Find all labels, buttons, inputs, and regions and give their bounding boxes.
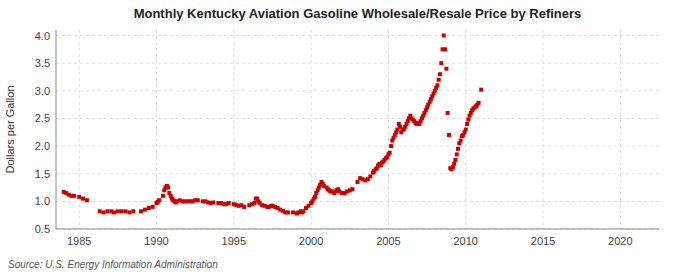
- x-grid-line: [233, 30, 234, 229]
- y-grid-line: [56, 118, 659, 119]
- x-grid-line: [156, 30, 157, 229]
- x-grid-line: [543, 30, 544, 229]
- point: [437, 78, 441, 82]
- y-grid-line: [56, 35, 659, 36]
- y-axis-line: [56, 30, 57, 229]
- point: [102, 210, 106, 214]
- x-grid-line: [311, 30, 312, 229]
- point: [161, 194, 165, 198]
- point: [447, 133, 451, 137]
- point: [477, 101, 481, 105]
- point: [350, 187, 354, 191]
- point: [72, 194, 76, 198]
- x-grid-line: [79, 30, 80, 229]
- y-tick-label: 3.5: [35, 57, 50, 69]
- point: [143, 208, 147, 212]
- point: [211, 200, 215, 204]
- y-tick-label: 1.0: [35, 195, 50, 207]
- point: [356, 180, 360, 184]
- point: [388, 151, 392, 155]
- point: [81, 197, 85, 201]
- point: [105, 209, 109, 213]
- x-tick-label: 1990: [144, 235, 168, 247]
- x-tick-label: 2010: [453, 235, 477, 247]
- axes: 0.5 1.0 1.5 2.0 2.5 3.0 3.5 4.0 1985 1990 1995 2000…: [35, 30, 659, 247]
- x-tick-label: 2000: [299, 235, 323, 247]
- point: [157, 198, 161, 202]
- y-tick-label: 3.0: [35, 85, 50, 97]
- y-grid-line: [56, 90, 659, 91]
- point: [459, 139, 463, 143]
- point: [286, 210, 290, 214]
- point: [439, 61, 443, 65]
- source-note: Source: U.S. Energy Information Administ…: [8, 259, 218, 270]
- x-axis-line: [56, 229, 659, 230]
- y-tick-label: 2.5: [35, 112, 50, 124]
- point: [147, 206, 151, 210]
- point: [442, 34, 446, 38]
- point: [139, 209, 143, 213]
- x-grid-line: [388, 30, 389, 229]
- point: [452, 162, 456, 166]
- y-tick-label: 0.5: [35, 223, 50, 235]
- point: [479, 88, 483, 92]
- y-grid-line: [56, 229, 659, 230]
- point: [464, 128, 468, 132]
- y-tick-label: 1.5: [35, 168, 50, 180]
- chart: Monthly Kentucky Aviation Gasoline Whole…: [0, 0, 675, 275]
- point: [116, 209, 120, 213]
- point: [252, 201, 256, 205]
- point: [291, 210, 295, 214]
- point: [443, 47, 447, 51]
- y-axis-label: Dollars per Gallon: [4, 85, 16, 173]
- point: [438, 72, 442, 76]
- x-tick-label: 2005: [376, 235, 400, 247]
- point: [151, 205, 155, 209]
- point: [120, 209, 124, 213]
- point: [131, 209, 135, 213]
- point: [446, 111, 450, 115]
- point: [465, 122, 469, 126]
- point: [227, 201, 231, 205]
- y-grid-line: [56, 146, 659, 147]
- point: [466, 118, 470, 122]
- point: [368, 174, 372, 178]
- y-tick-label: 4.0: [35, 30, 50, 42]
- title: Monthly Kentucky Aviation Gasoline Whole…: [134, 6, 582, 21]
- y-tick-label: 2.0: [35, 140, 50, 152]
- points: [62, 34, 483, 216]
- x-tick-label: 2020: [608, 235, 632, 247]
- point: [456, 147, 460, 151]
- point: [196, 198, 200, 202]
- point: [389, 144, 393, 148]
- y-grid-line: [56, 63, 659, 64]
- point: [453, 158, 457, 162]
- point: [112, 210, 116, 214]
- point: [77, 195, 81, 199]
- x-grid-line: [620, 30, 621, 229]
- point: [313, 195, 317, 199]
- point: [444, 67, 448, 71]
- y-grid-line: [56, 201, 659, 202]
- point: [98, 209, 102, 213]
- x-tick-label: 1985: [67, 235, 91, 247]
- point: [242, 205, 246, 209]
- point: [124, 209, 128, 213]
- point: [455, 152, 459, 156]
- x-tick-label: 2015: [531, 235, 555, 247]
- point: [166, 186, 170, 190]
- point: [127, 210, 131, 214]
- x-tick-label: 1995: [222, 235, 246, 247]
- point: [85, 198, 89, 202]
- grid: [56, 30, 659, 229]
- y-grid-line: [56, 173, 659, 174]
- point: [435, 83, 439, 87]
